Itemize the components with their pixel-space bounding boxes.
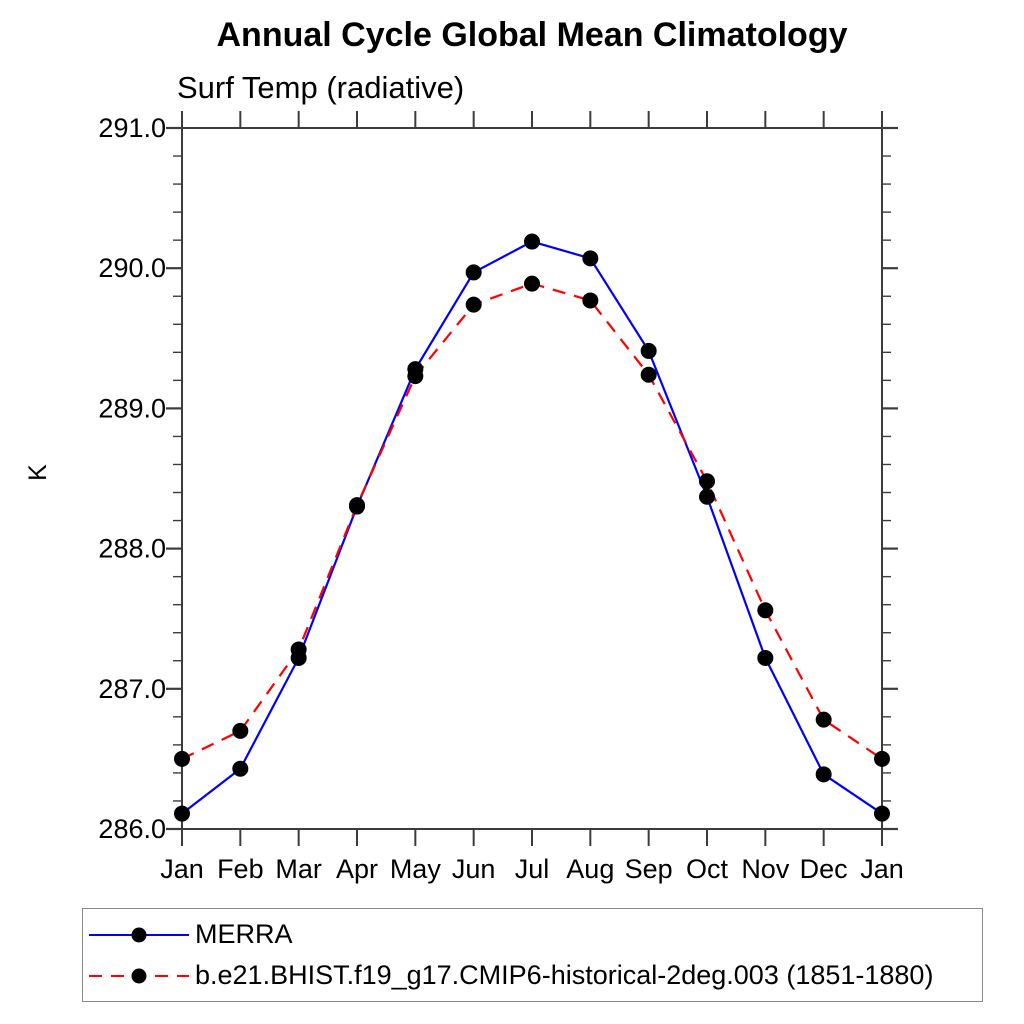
data-point-0-10	[757, 649, 774, 666]
data-point-1-5	[465, 296, 482, 313]
y-tick-label: 288.0	[98, 534, 166, 564]
data-point-1-3	[349, 497, 365, 514]
x-tick-label: Nov	[741, 854, 790, 884]
data-point-1-10	[757, 602, 774, 619]
series-line-0	[181, 240, 883, 815]
legend-item-merra: MERRA	[87, 914, 982, 955]
legend-label-model: b.e21.BHIST.f19_g17.CMIP6-historical-2de…	[195, 960, 934, 990]
legend-marker-dot	[131, 927, 147, 942]
x-tick-label: Dec	[800, 854, 848, 884]
x-tick-label: Apr	[336, 854, 378, 884]
y-tick-label: 290.0	[98, 253, 166, 283]
legend-box: MERRA b.e21.BHIST.f19_g17.CMIP6-historic…	[82, 908, 983, 1002]
data-point-0-6	[524, 233, 540, 250]
x-tick-label: Jun	[452, 854, 496, 884]
data-point-1-12	[874, 750, 890, 767]
chart-title: Annual Cycle Global Mean Climatology	[216, 16, 848, 54]
legend-label-merra: MERRA	[195, 919, 293, 949]
legend-line-sample-dashed	[89, 968, 189, 983]
data-point-1-8	[640, 366, 657, 383]
plot-frame	[181, 127, 883, 830]
data-point-0-9	[699, 488, 715, 505]
legend-item-model: b.e21.BHIST.f19_g17.CMIP6-historical-2de…	[87, 955, 982, 996]
data-point-0-12	[874, 805, 890, 822]
data-point-0-0	[174, 805, 190, 822]
data-point-1-2	[290, 641, 307, 658]
data-point-1-1	[232, 722, 249, 739]
data-point-1-0	[174, 750, 190, 767]
y-tick-label: 291.0	[98, 113, 166, 143]
data-point-1-6	[524, 275, 540, 292]
data-point-1-7	[582, 292, 599, 309]
data-point-0-1	[232, 760, 249, 777]
x-tick-label: Feb	[217, 854, 264, 884]
x-tick-label: Sep	[625, 854, 673, 884]
chart-subtitle: Surf Temp (radiative)	[177, 70, 465, 105]
x-tick-label: May	[390, 854, 442, 884]
x-tick-label: Jan	[160, 854, 204, 884]
data-point-0-8	[640, 342, 657, 359]
y-tick-label: 286.0	[98, 814, 166, 844]
data-point-1-9	[699, 473, 715, 490]
x-tick-label: Mar	[275, 854, 322, 884]
data-point-0-7	[582, 250, 599, 267]
x-tick-label: Jan	[860, 854, 904, 884]
data-point-1-4	[407, 368, 424, 385]
plot-area: Jan Feb Mar Apr May Jun Jul Aug Sep Oct Nov Dec Jan 2…	[98, 111, 904, 884]
data-point-0-11	[815, 766, 832, 783]
y-tick-label: 287.0	[98, 674, 166, 704]
x-tick-label: Jul	[515, 854, 550, 884]
y-tick-label: 289.0	[98, 393, 166, 423]
series-line-1	[181, 282, 883, 760]
legend-line-sample-solid	[89, 927, 189, 942]
data-point-1-11	[815, 711, 832, 728]
x-tick-label: Aug	[566, 854, 614, 884]
legend-marker-dot	[131, 968, 147, 983]
x-tick-label: Oct	[686, 854, 729, 884]
data-point-0-5	[465, 264, 482, 281]
